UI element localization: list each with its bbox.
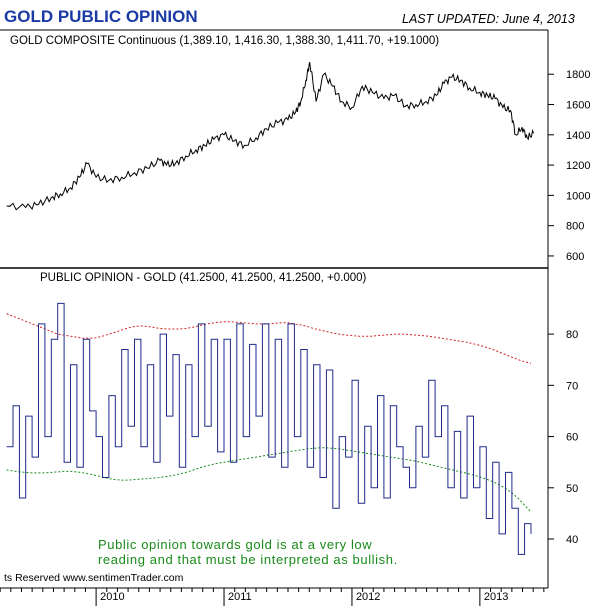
opinion-y-tick-label: 80	[566, 329, 578, 341]
x-axis: ts Reserved www.sentimenTrader.com 2010 2…	[0, 572, 548, 606]
price-panel-label: GOLD COMPOSITE Continuous (1,389.10, 1,4…	[10, 35, 439, 47]
opinion-y-axis: 40 50 60 70 80	[548, 329, 578, 546]
opinion-y-tick-label: 50	[566, 483, 578, 495]
x-tick-label: 2012	[356, 591, 380, 603]
price-y-tick-label: 1000	[566, 190, 590, 202]
annotation-line-2: reading and that must be interpreted as …	[98, 552, 398, 567]
x-tick-label: 2013	[484, 591, 508, 603]
top-panel: GOLD COMPOSITE Continuous (1,389.10, 1,4…	[0, 29, 590, 588]
price-y-tick-label: 1200	[566, 160, 590, 172]
price-y-tick-label: 800	[566, 221, 584, 233]
price-y-tick-label: 1800	[566, 69, 590, 81]
bottom-panel: PUBLIC OPINION - GOLD (41.2500, 41.2500,…	[6, 272, 578, 567]
x-tick-label: 2011	[228, 591, 252, 603]
x-tick-label: 2010	[100, 591, 124, 603]
opinion-y-tick-label: 70	[566, 380, 578, 392]
copyright-footer: ts Reserved www.sentimenTrader.com	[4, 572, 184, 584]
opinion-y-tick-label: 40	[566, 534, 578, 546]
gold-price-line	[6, 61, 535, 211]
price-y-axis: 600 800 1000 1200 1400 1600 1800	[548, 69, 590, 263]
opinion-panel-label: PUBLIC OPINION - GOLD (41.2500, 41.2500,…	[40, 272, 367, 284]
chart-title: GOLD PUBLIC OPINION	[4, 7, 198, 26]
price-y-tick-label: 1400	[566, 130, 590, 142]
x-ticks: 2010 2011 2012 2013	[0, 588, 545, 606]
price-y-tick-label: 600	[566, 251, 584, 263]
public-opinion-line	[6, 302, 532, 555]
last-updated: LAST UPDATED: June 4, 2013	[402, 12, 575, 26]
annotation-line-1: Public opinion towards gold is at a very…	[98, 537, 372, 552]
price-y-tick-label: 1600	[566, 100, 590, 112]
opinion-y-tick-label: 60	[566, 432, 578, 444]
